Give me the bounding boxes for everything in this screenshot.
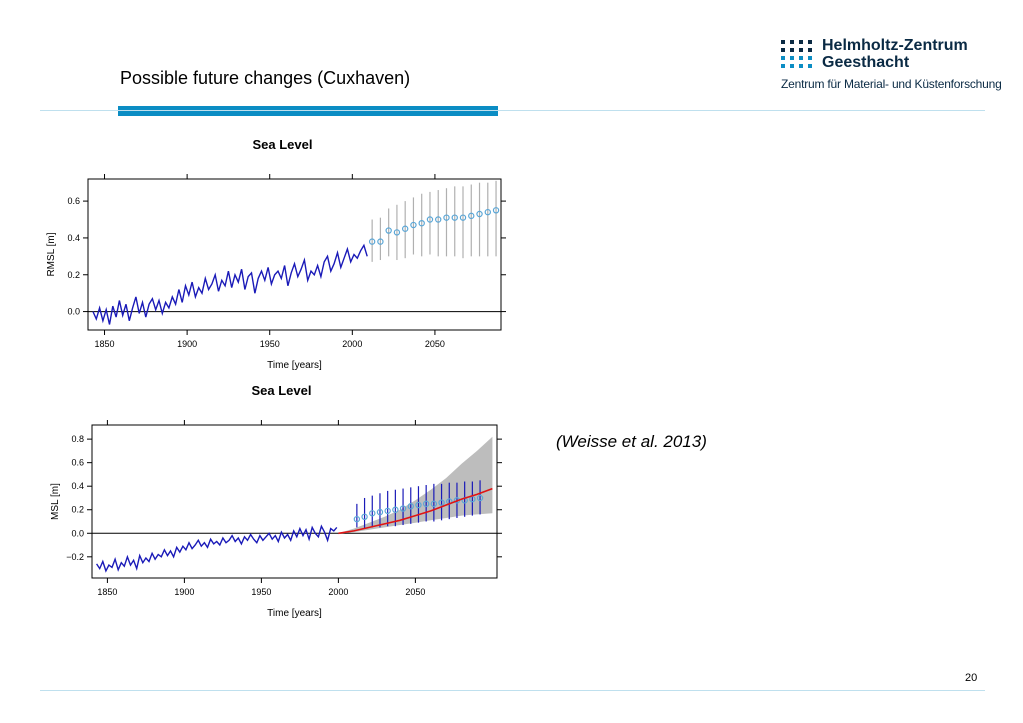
y-tick-label: 0.6 (67, 196, 80, 206)
projection-point (426, 216, 434, 223)
y-tick-label: 0.2 (71, 505, 84, 515)
projection-point (376, 508, 384, 516)
x-tick-label: 1900 (174, 587, 194, 597)
x-tick-label: 2050 (425, 339, 445, 349)
projection-point (468, 212, 475, 220)
logo-name: Helmholtz-Zentrum Geesthacht (822, 37, 968, 71)
helmholtz-logo: Helmholtz-Zentrum Geesthacht Zentrum für… (781, 37, 1002, 97)
y-axis-label: RMSL [m] (46, 232, 57, 276)
x-tick-label: 2050 (405, 587, 425, 597)
projection-point (435, 216, 442, 223)
logo-subtitle: Zentrum für Material- und Küstenforschun… (781, 77, 1002, 91)
x-tick-label: 1850 (97, 587, 117, 597)
projection-point (443, 214, 450, 221)
projection-point (451, 214, 458, 221)
projection-point (438, 499, 445, 506)
y-tick-label: 0.2 (67, 270, 80, 280)
projection-point (410, 221, 417, 229)
x-tick-label: 1950 (260, 339, 280, 349)
projection-point (476, 494, 484, 502)
x-tick-label: 1850 (95, 339, 115, 349)
x-tick-label: 2000 (342, 339, 362, 349)
y-tick-label: 0.4 (71, 481, 84, 491)
observed-series-line (96, 524, 338, 573)
plot-frame (91, 424, 498, 579)
chart-title: Sea Level (253, 137, 313, 152)
projection-point (385, 227, 392, 234)
projection-point (401, 225, 409, 232)
y-axis-label: MSL [m] (50, 483, 61, 520)
sea-level-chart-msl: Sea Level Time [years] MSL [m] 1850 1900 1950… (50, 383, 502, 619)
plot-frame (87, 178, 502, 331)
projection-point (392, 506, 399, 513)
x-tick-label: 2000 (328, 587, 348, 597)
slide-title: Possible future changes (Cuxhaven) (120, 68, 411, 88)
projection-point (353, 515, 361, 523)
projection-point (368, 238, 376, 245)
y-tick-label: 0.8 (71, 434, 84, 444)
projection-point (415, 501, 422, 509)
y-tick-label: 0.6 (71, 458, 84, 468)
page-number: 20 (965, 672, 978, 684)
footer-divider (40, 690, 985, 691)
projection-point (418, 219, 425, 227)
x-tick-label: 1950 (251, 587, 271, 597)
projection-point (459, 214, 467, 221)
projection-point (384, 507, 391, 515)
observed-series-line (92, 243, 368, 325)
projection-point (422, 500, 430, 508)
dot-grid-icon (781, 40, 812, 68)
y-tick-label: 0.4 (67, 233, 80, 243)
title-accent-bar (118, 106, 498, 116)
projection-point (430, 500, 438, 508)
projection-uncertainty-band (338, 436, 493, 534)
x-axis-label: Time [years] (267, 360, 322, 371)
projection-point (369, 510, 376, 517)
projection-median-line (338, 487, 493, 535)
projection-point (476, 210, 483, 218)
y-tick-label: 0.0 (71, 528, 84, 538)
projection-point (361, 513, 368, 521)
y-tick-label: −0.2 (66, 552, 84, 562)
projection-point (407, 503, 414, 510)
projection-point (492, 207, 500, 214)
x-axis-label: Time [years] (267, 608, 322, 619)
y-tick-label: 0.0 (67, 307, 80, 317)
projection-point (393, 229, 401, 236)
projection-point (484, 208, 491, 216)
logo-name-line2: Geesthacht (822, 54, 910, 71)
sea-level-chart-rmsl: Sea Level Time [years] RMSL [m] 1850 1900 195… (46, 137, 506, 371)
header-divider (40, 110, 985, 111)
logo-name-line1: Helmholtz-Zentrum (822, 37, 968, 54)
citation: (Weisse et al. 2013) (556, 432, 707, 451)
chart-title: Sea Level (252, 383, 312, 398)
projection-point (399, 505, 407, 512)
x-tick-label: 1900 (177, 339, 197, 349)
projection-point (377, 238, 384, 245)
